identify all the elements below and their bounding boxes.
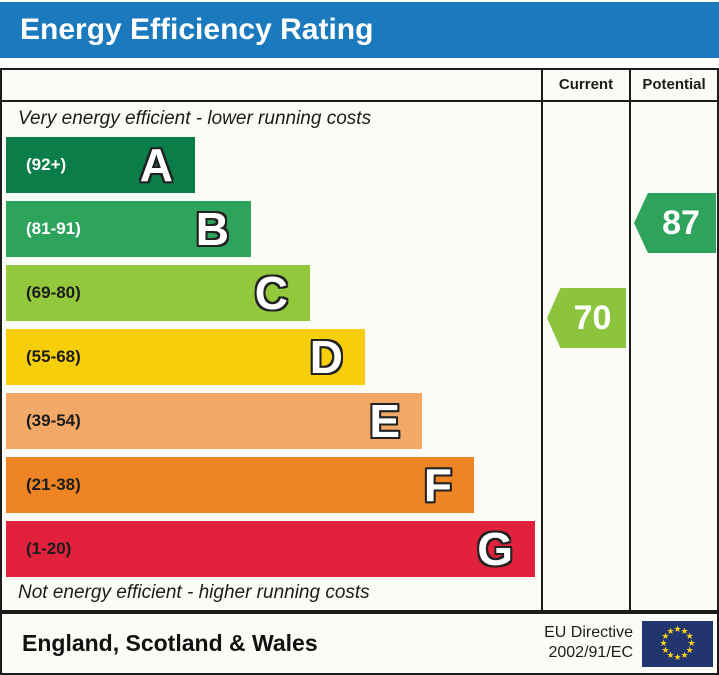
eu-directive-line1: EU Directive (544, 624, 633, 641)
potential-column-header: Potential (642, 76, 706, 93)
band-letter: E (369, 395, 400, 447)
band-letter: A (139, 139, 173, 191)
eu-flag-star: ★ (673, 624, 682, 634)
band-range-label: (1-20) (26, 539, 72, 558)
band-row-f: (21-38) F (6, 457, 539, 513)
footer-bar: England, Scotland & Wales EU Directive 2… (0, 612, 719, 675)
band-range-label: (81-91) (26, 219, 81, 238)
band-range-label: (39-54) (26, 411, 81, 430)
table-header-row: Current Potential (2, 70, 717, 102)
current-rating-arrow: 70 (547, 288, 626, 348)
band-list: (92+) A (81-91) B (69-80) C (55-68) D (39-54) E (2… (6, 137, 539, 585)
band-bar-e: (39-54) E (6, 393, 422, 449)
potential-rating-arrow: 87 (634, 193, 716, 253)
band-bar-f: (21-38) F (6, 457, 474, 513)
band-bar-g: (1-20) G (6, 521, 535, 577)
eu-flag-star: ★ (661, 645, 670, 655)
band-bar-b: (81-91) B (6, 201, 251, 257)
current-column-header: Current (558, 76, 614, 93)
band-row-g: (1-20) G (6, 521, 539, 577)
chart-title: Energy Efficiency Rating (20, 13, 374, 46)
bottom-caption: Not energy efficient - higher running co… (18, 582, 370, 603)
band-range-label: (69-80) (26, 283, 81, 302)
potential-column-divider (629, 70, 631, 610)
eu-flag-icon: ★ ★ ★ ★ ★ ★ ★ ★ ★ ★ ★ ★ (642, 621, 713, 667)
potential-rating-value: 87 (662, 204, 700, 242)
band-row-c: (69-80) C (6, 265, 539, 321)
eu-flag-star: ★ (661, 631, 670, 641)
band-bar-c: (69-80) C (6, 265, 310, 321)
top-caption: Very energy efficient - lower running co… (18, 108, 372, 129)
rating-table: Current Potential Very energy efficient … (0, 68, 719, 612)
eu-directive-line2: 2002/91/EC (548, 644, 633, 661)
eu-directive-label: EU Directive 2002/91/EC (544, 623, 633, 663)
band-row-e: (39-54) E (6, 393, 539, 449)
eu-flag-star: ★ (673, 652, 682, 662)
region-label: England, Scotland & Wales (22, 630, 318, 656)
band-row-b: (81-91) B (6, 201, 539, 257)
band-range-label: (21-38) (26, 475, 81, 494)
band-range-label: (92+) (26, 155, 67, 174)
band-letter: F (423, 459, 452, 511)
eu-flag-star: ★ (666, 625, 675, 636)
eu-flag-star: ★ (659, 638, 668, 648)
eu-flag-star: ★ (680, 650, 689, 661)
chart-title-bar: Energy Efficiency Rating (0, 2, 719, 58)
eu-flag-star: ★ (685, 631, 694, 641)
band-bar-a: (92+) A (6, 137, 195, 193)
band-letter: C (254, 267, 288, 319)
current-rating-value: 70 (573, 299, 612, 337)
band-row-a: (92+) A (6, 137, 539, 193)
eu-flag-star: ★ (680, 625, 689, 636)
band-bar-d: (55-68) D (6, 329, 365, 385)
band-letter: D (309, 331, 343, 383)
band-letter: G (477, 523, 513, 575)
eu-flag-star: ★ (685, 645, 694, 655)
current-column-divider (541, 70, 543, 610)
band-letter: B (195, 203, 229, 255)
eu-flag-star: ★ (687, 638, 696, 648)
band-row-d: (55-68) D (6, 329, 539, 385)
band-range-label: (55-68) (26, 347, 81, 366)
eu-flag-star: ★ (666, 650, 675, 661)
